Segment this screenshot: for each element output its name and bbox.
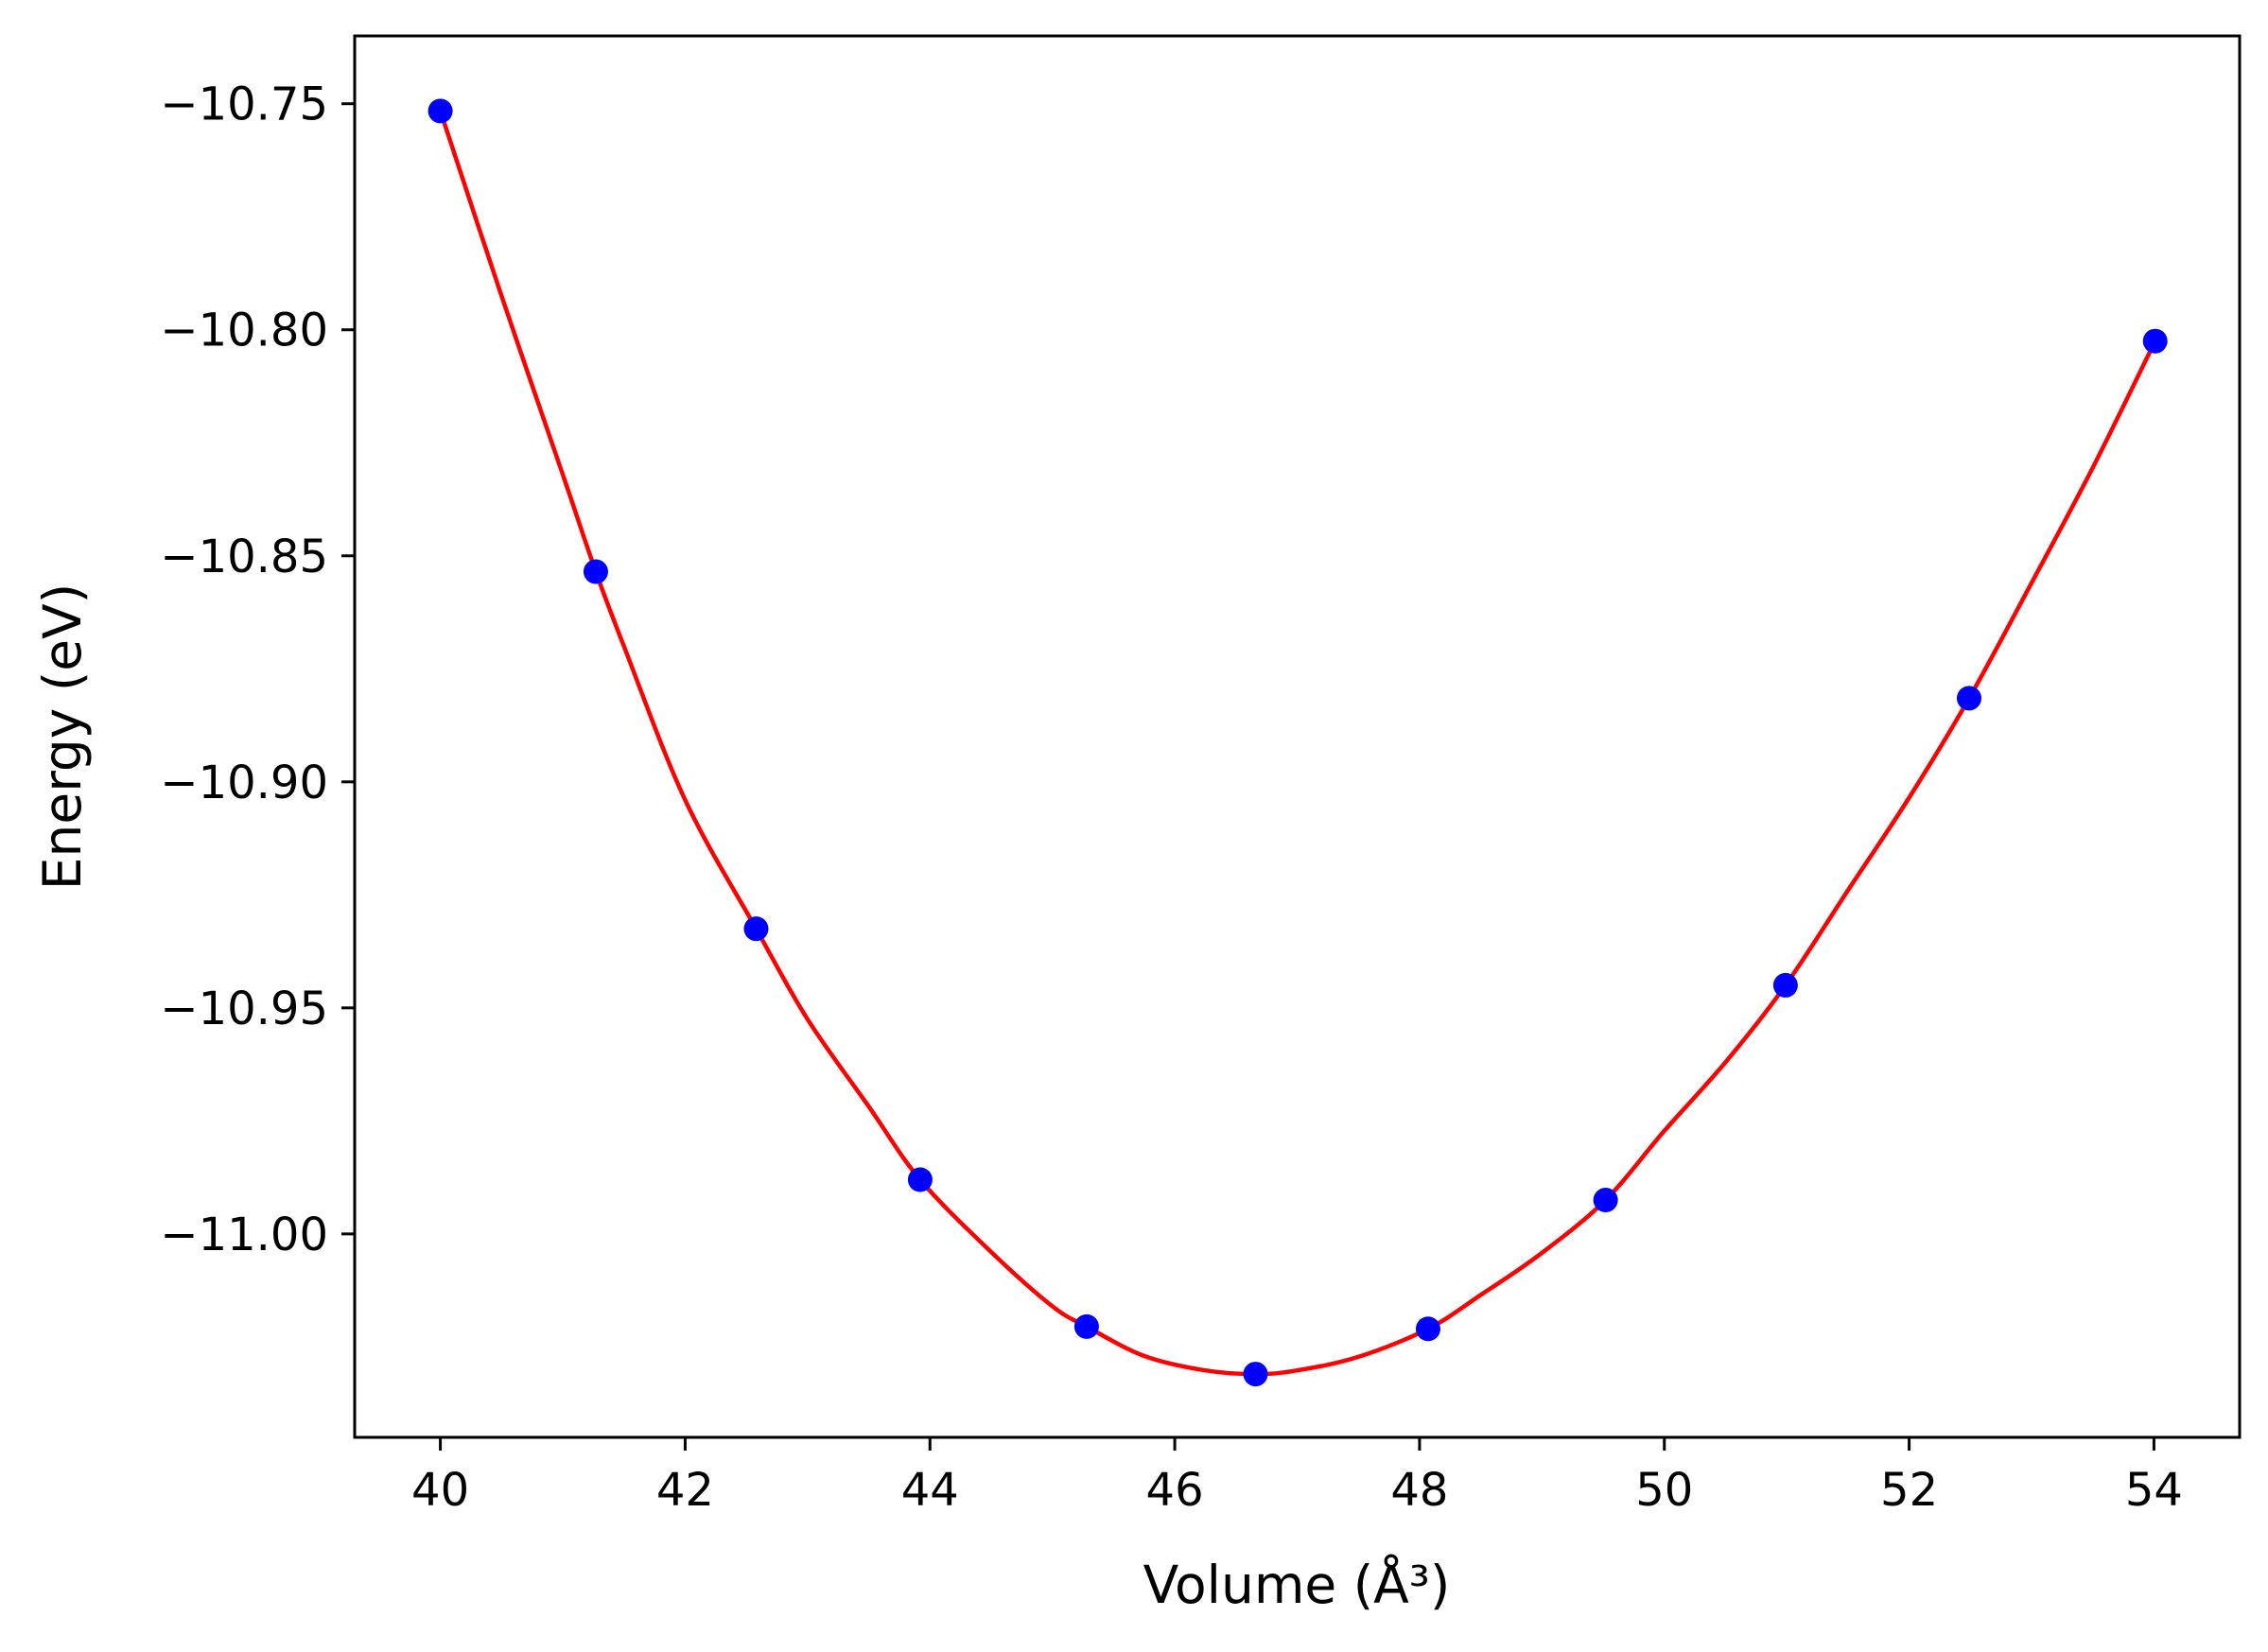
data-point xyxy=(2142,328,2168,354)
data-points xyxy=(427,98,2168,1387)
x-tick-label: 46 xyxy=(1146,1464,1204,1517)
y-tick-label: −10.80 xyxy=(160,304,328,357)
y-tick-label: −10.90 xyxy=(160,756,328,809)
fit-curve-line xyxy=(438,110,2157,1377)
y-tick-label: −10.95 xyxy=(160,983,328,1035)
data-point xyxy=(583,559,608,584)
data-point xyxy=(743,916,769,942)
plot-frame xyxy=(353,34,2242,1439)
y-tick-label: −10.85 xyxy=(160,530,328,583)
y-tick-label: −11.00 xyxy=(160,1209,328,1261)
x-axis-title: Volume (Å³) xyxy=(1143,1554,1451,1615)
x-tick-label: 54 xyxy=(2125,1464,2183,1517)
data-point xyxy=(427,98,453,124)
data-point xyxy=(1243,1362,1268,1387)
x-axis-ticks: 40 42 44 46 48 50 52 54 xyxy=(411,1437,2183,1517)
data-point xyxy=(1073,1313,1099,1339)
data-point xyxy=(1415,1316,1440,1342)
x-tick-label: 52 xyxy=(1880,1464,1938,1517)
data-point xyxy=(1593,1188,1618,1213)
x-tick-label: 40 xyxy=(411,1464,469,1517)
x-tick-label: 44 xyxy=(901,1464,959,1517)
plot-area xyxy=(355,36,2240,1437)
y-axis-title: Energy (eV) xyxy=(32,583,93,890)
data-point xyxy=(907,1167,933,1192)
x-tick-label: 50 xyxy=(1635,1464,1693,1517)
x-tick-label: 48 xyxy=(1390,1464,1448,1517)
x-tick-label: 42 xyxy=(656,1464,714,1517)
data-point xyxy=(1956,686,1981,711)
y-tick-label: −10.75 xyxy=(160,78,328,131)
y-axis-ticks: −10.75 −10.80 −10.85 −10.90 −10.95 −11.00 xyxy=(160,78,355,1261)
data-point xyxy=(1772,972,1798,998)
